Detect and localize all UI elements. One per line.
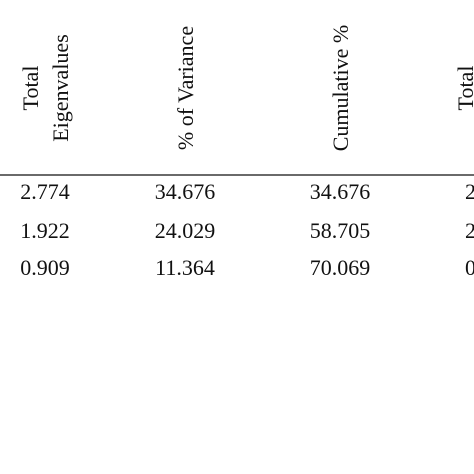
table-cell: 0 — [465, 255, 474, 280]
table-cell: 34.676 — [310, 179, 371, 204]
table-cell: 2 — [465, 179, 474, 204]
column-header: Eigenvalues — [48, 34, 73, 142]
table-cell: 11.364 — [155, 255, 215, 280]
table-cell: 58.705 — [310, 218, 371, 243]
table-cell: 70.069 — [310, 255, 371, 280]
column-header: Cumulative % — [328, 25, 353, 151]
column-header: Total — [453, 66, 474, 111]
column-header: Total — [18, 66, 43, 111]
table-cell: 2 — [465, 218, 474, 243]
table-cell: 1.922 — [20, 218, 70, 243]
table-cell: 2.774 — [20, 179, 70, 204]
table-cell: 0.909 — [20, 255, 70, 280]
table-cell: 34.676 — [155, 179, 216, 204]
table-cell: 24.029 — [155, 218, 216, 243]
column-header: % of Variance — [173, 26, 198, 150]
